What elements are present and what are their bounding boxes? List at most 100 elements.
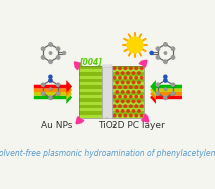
FancyArrow shape	[34, 87, 72, 100]
Circle shape	[130, 86, 132, 88]
Circle shape	[135, 86, 137, 88]
Circle shape	[132, 81, 135, 84]
Circle shape	[49, 60, 52, 64]
Circle shape	[140, 95, 143, 98]
Circle shape	[127, 81, 129, 84]
Circle shape	[164, 52, 166, 54]
Circle shape	[119, 86, 121, 88]
Bar	[79, 85, 103, 89]
Text: TiO₂: TiO₂	[98, 121, 116, 130]
Circle shape	[157, 84, 160, 87]
Circle shape	[164, 79, 167, 82]
Circle shape	[140, 86, 143, 88]
Bar	[112, 72, 144, 76]
Circle shape	[121, 91, 124, 93]
Circle shape	[138, 81, 140, 84]
Circle shape	[119, 114, 121, 117]
Circle shape	[164, 96, 167, 99]
Text: Solvent-free plasmonic hydroamination of phenylacetylene: Solvent-free plasmonic hydroamination of…	[0, 149, 215, 158]
Circle shape	[41, 92, 45, 95]
Circle shape	[135, 114, 137, 117]
Bar	[112, 79, 144, 82]
Circle shape	[138, 91, 140, 93]
Circle shape	[121, 100, 124, 103]
Circle shape	[56, 83, 60, 86]
Circle shape	[113, 105, 116, 107]
Circle shape	[135, 77, 137, 79]
Circle shape	[164, 52, 167, 54]
Circle shape	[156, 47, 159, 50]
Bar	[79, 76, 103, 79]
Circle shape	[124, 95, 127, 98]
Circle shape	[116, 100, 118, 103]
Circle shape	[172, 84, 175, 87]
FancyArrow shape	[150, 87, 182, 100]
Bar	[112, 66, 144, 69]
Circle shape	[56, 47, 60, 50]
Bar	[112, 92, 144, 95]
Circle shape	[164, 43, 167, 46]
Circle shape	[41, 56, 45, 59]
Circle shape	[49, 79, 52, 82]
Circle shape	[132, 100, 135, 103]
Bar	[79, 66, 103, 69]
Circle shape	[164, 43, 167, 46]
Circle shape	[113, 86, 116, 88]
Circle shape	[164, 88, 166, 90]
Bar	[112, 102, 144, 105]
FancyArrow shape	[150, 91, 182, 104]
Circle shape	[132, 72, 135, 74]
Circle shape	[49, 96, 52, 99]
FancyArrow shape	[34, 80, 72, 93]
Circle shape	[42, 56, 45, 59]
Circle shape	[135, 95, 137, 98]
Bar	[112, 108, 144, 112]
Bar	[112, 115, 144, 118]
Circle shape	[41, 47, 45, 50]
Bar	[79, 69, 103, 72]
Bar	[112, 69, 144, 72]
Bar	[79, 66, 103, 118]
Circle shape	[132, 91, 135, 93]
Circle shape	[121, 81, 124, 84]
Circle shape	[57, 56, 60, 59]
Bar	[112, 76, 144, 79]
Bar	[79, 98, 103, 102]
Circle shape	[135, 105, 137, 107]
Bar	[79, 92, 103, 95]
Circle shape	[56, 92, 60, 95]
Circle shape	[49, 43, 52, 46]
Bar	[112, 85, 144, 89]
Circle shape	[119, 67, 121, 70]
Bar	[112, 105, 144, 108]
Circle shape	[157, 47, 160, 51]
Circle shape	[157, 92, 160, 95]
Circle shape	[50, 52, 52, 54]
Text: Au NPs: Au NPs	[41, 121, 73, 130]
Circle shape	[130, 95, 132, 98]
Bar	[103, 66, 112, 118]
Circle shape	[171, 56, 174, 59]
FancyBboxPatch shape	[103, 64, 112, 67]
Circle shape	[164, 60, 167, 63]
Circle shape	[140, 77, 143, 79]
Text: 2D PC layer: 2D PC layer	[112, 121, 165, 130]
Circle shape	[172, 56, 175, 59]
Circle shape	[130, 105, 132, 107]
Circle shape	[138, 110, 140, 112]
Circle shape	[49, 43, 52, 46]
Circle shape	[124, 114, 127, 117]
Circle shape	[135, 67, 137, 70]
Circle shape	[57, 84, 60, 87]
Circle shape	[127, 100, 129, 103]
Circle shape	[116, 91, 118, 93]
Circle shape	[56, 56, 60, 59]
Circle shape	[49, 79, 52, 82]
Circle shape	[127, 110, 129, 112]
Bar	[79, 108, 103, 112]
Circle shape	[140, 105, 143, 107]
Circle shape	[119, 95, 121, 98]
Circle shape	[116, 81, 118, 84]
Circle shape	[116, 110, 118, 112]
Circle shape	[171, 83, 174, 86]
